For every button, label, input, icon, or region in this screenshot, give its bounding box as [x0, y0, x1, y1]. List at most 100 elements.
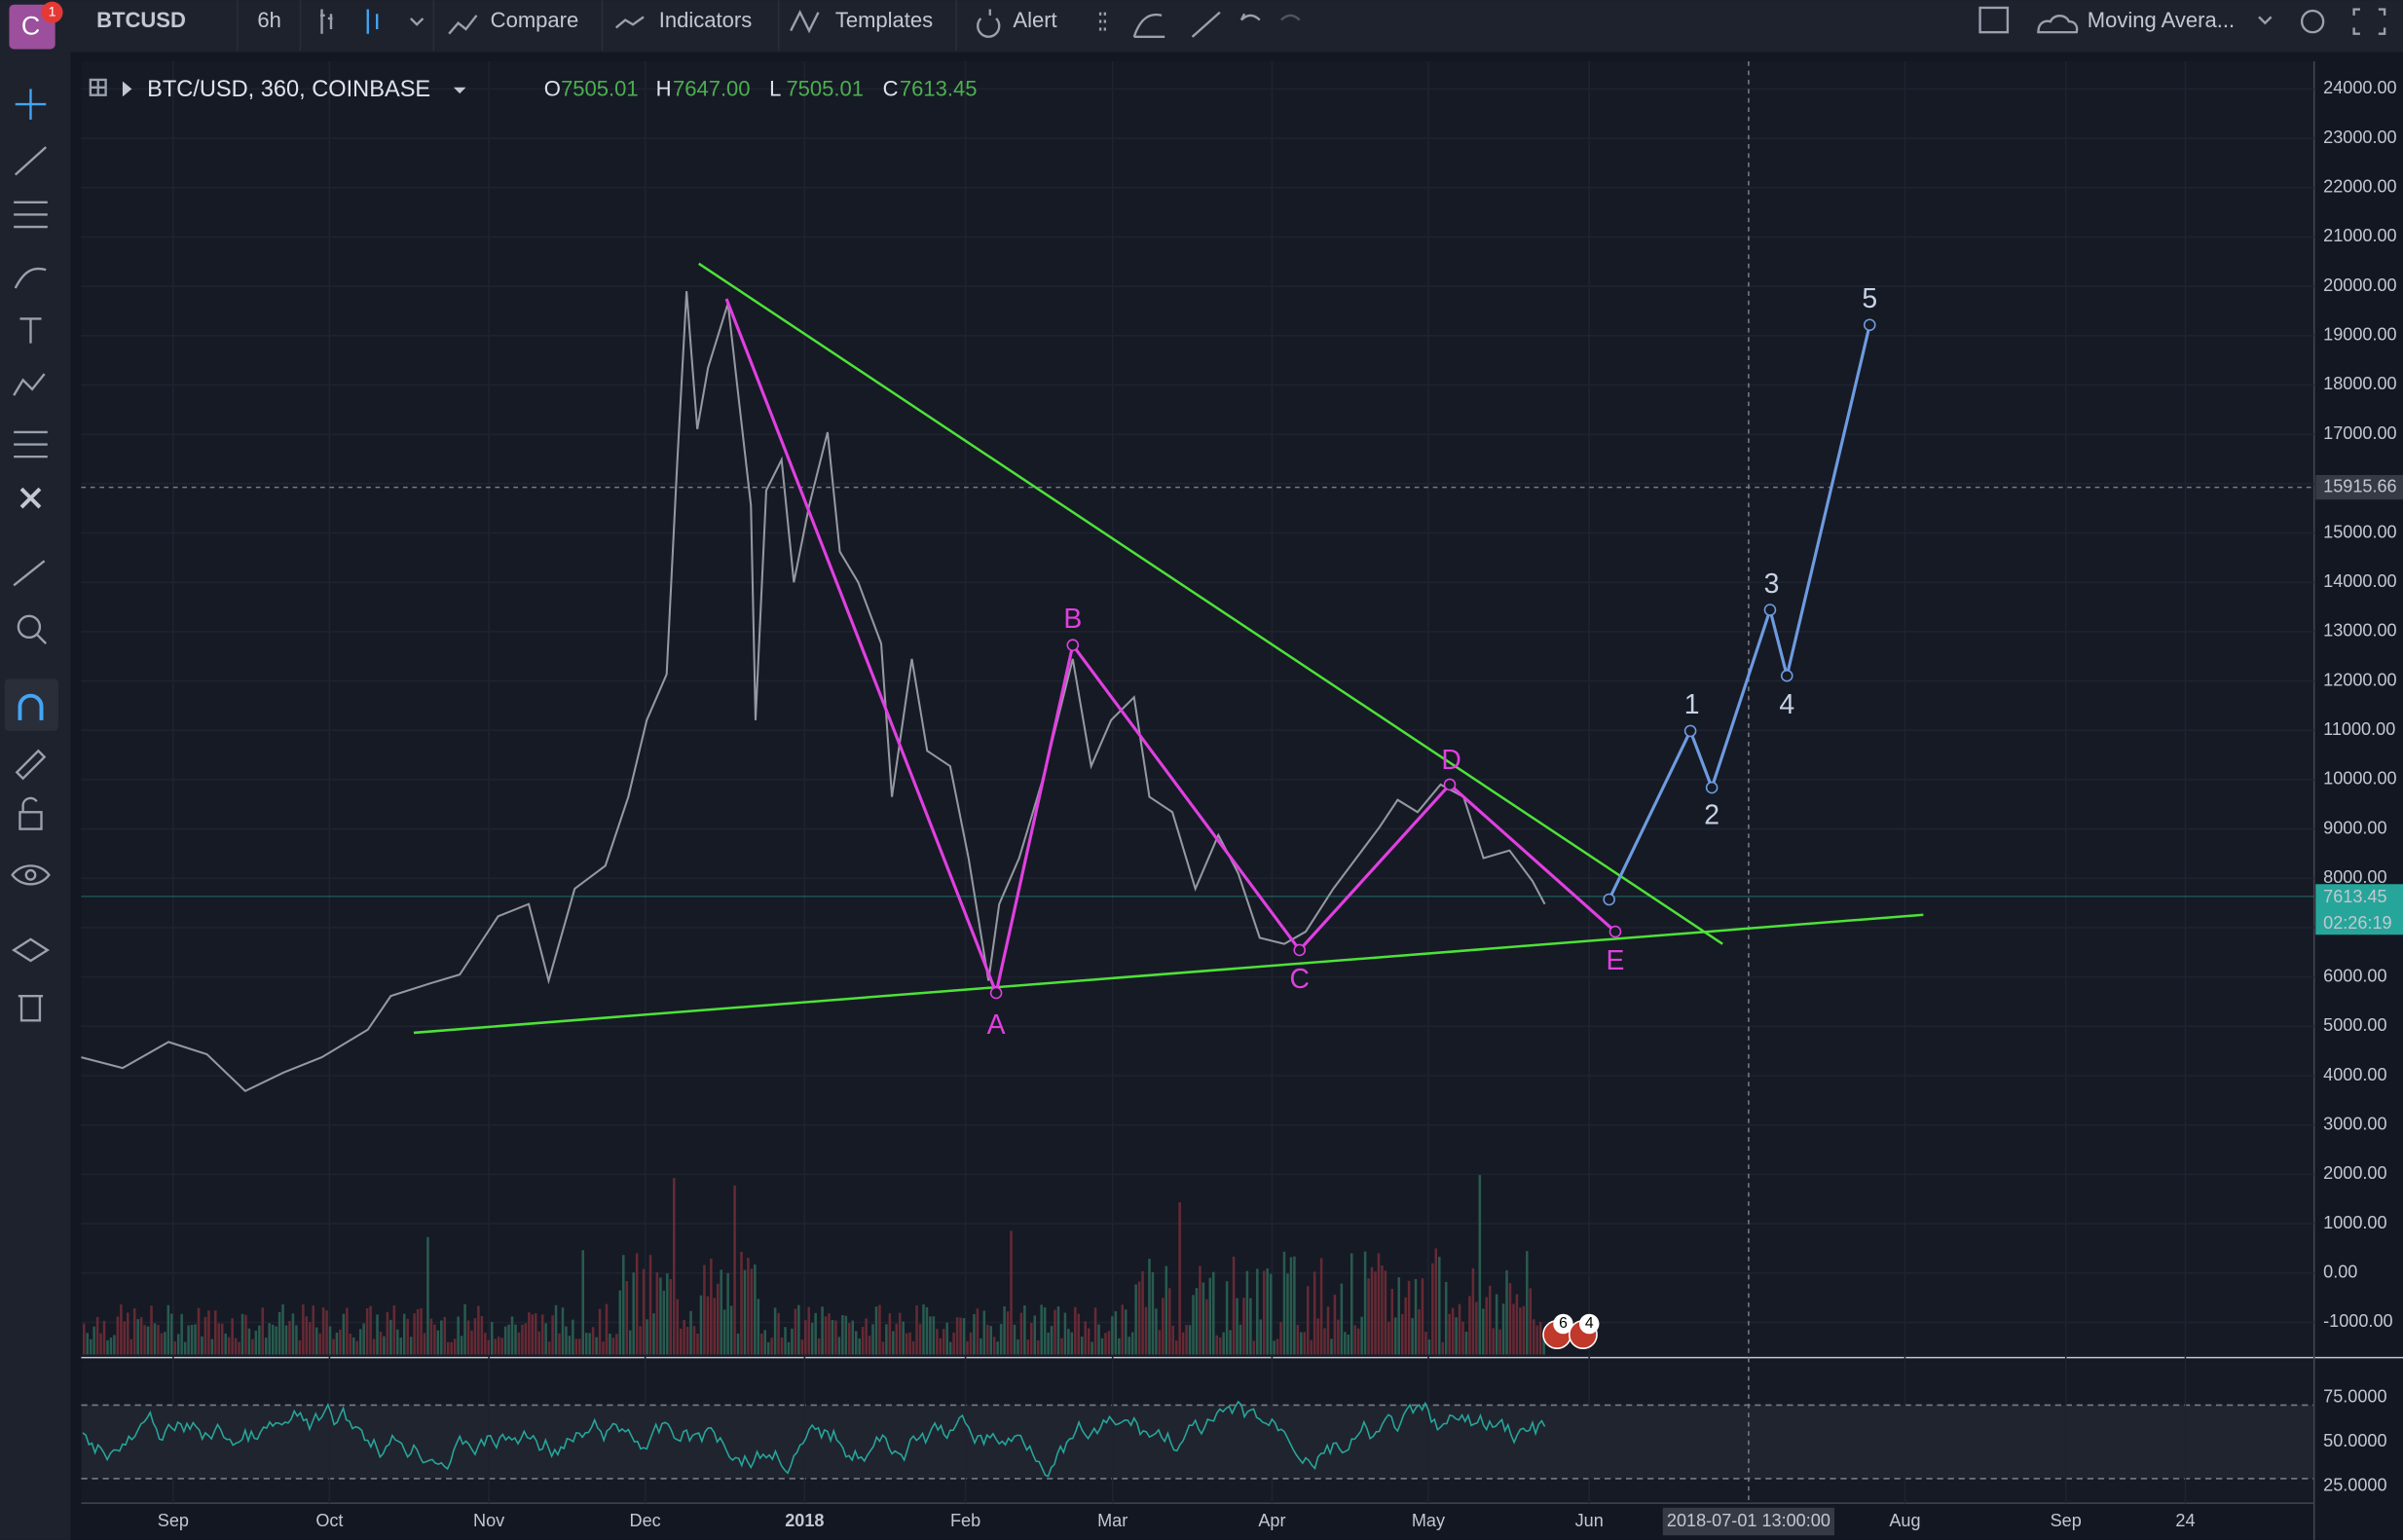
- volume-bar: [925, 1306, 929, 1355]
- volume-bar: [1397, 1277, 1400, 1355]
- volume-bar: [109, 1338, 113, 1355]
- dropdown-arrow[interactable]: [2258, 16, 2273, 25]
- crosshair-time: 2018-07-01 13:00:00: [1667, 1511, 1830, 1530]
- volume-bar: [986, 1324, 989, 1355]
- volume-bar: [598, 1308, 602, 1355]
- volume-bar: [939, 1338, 943, 1355]
- volume-bar: [365, 1307, 369, 1355]
- volume-bar: [460, 1336, 463, 1355]
- volume-bar: [1306, 1286, 1310, 1355]
- volume-bar: [618, 1290, 622, 1355]
- volume-bar: [942, 1329, 945, 1355]
- settings-button[interactable]: [2300, 9, 2325, 34]
- volume-bar: [1370, 1266, 1374, 1355]
- volume-bar: [766, 1341, 770, 1355]
- last-price: 7613.45: [2323, 887, 2386, 906]
- volume-bar: [834, 1320, 837, 1355]
- volume-bar: [1387, 1321, 1390, 1355]
- volume-bar: [446, 1341, 450, 1355]
- volume-bar: [420, 1307, 423, 1355]
- elliott-wave[interactable]: [1608, 324, 1871, 900]
- volume-bar: [1205, 1299, 1208, 1355]
- drawing-shortcuts[interactable]: [1098, 11, 1301, 39]
- tool-settings[interactable]: [11, 749, 51, 1022]
- volume-bar: [1222, 1332, 1225, 1355]
- crosshair-price-box: [2315, 475, 2403, 500]
- volume-bar: [1185, 1324, 1188, 1355]
- volume-bar: [1084, 1321, 1087, 1355]
- time-axis: Sep Oct Nov Dec 2018 Feb Mar Apr May Jun Aug Sep 24 2…: [158, 1507, 2196, 1536]
- toolbar-button[interactable]: Alert: [1013, 8, 1056, 32]
- volume-bar: [1286, 1273, 1289, 1355]
- volume-bar: [402, 1313, 406, 1355]
- toolbar-button[interactable]: Indicators: [659, 8, 752, 32]
- volume-bar: [291, 1313, 295, 1355]
- volume-bar: [662, 1290, 666, 1355]
- price-label: 2000.00: [2323, 1163, 2386, 1183]
- wave-label: 5: [1862, 283, 1877, 314]
- volume-bar: [992, 1337, 996, 1355]
- indicator-template[interactable]: Moving Avera...: [2088, 8, 2235, 32]
- interval[interactable]: 6h: [257, 8, 281, 32]
- volume-bar: [463, 1303, 466, 1355]
- volume-bar: [335, 1333, 339, 1355]
- legend-title[interactable]: BTC/USD, 360, COINBASE: [147, 77, 430, 102]
- volume-bar: [1279, 1322, 1282, 1355]
- triangle-label: D: [1441, 745, 1460, 776]
- volume-bar: [1461, 1321, 1464, 1355]
- toolbar-button[interactable]: Compare: [491, 8, 579, 32]
- volume-bar: [349, 1334, 352, 1355]
- volume-bar: [510, 1316, 514, 1355]
- volume-bar: [261, 1307, 265, 1355]
- volume-bar: [982, 1310, 986, 1355]
- triangle-label: E: [1607, 945, 1625, 976]
- price-label: 3000.00: [2323, 1114, 2386, 1133]
- volume-bar: [507, 1324, 510, 1355]
- volume-bar: [699, 1295, 703, 1355]
- volume-bar: [1434, 1248, 1438, 1355]
- triangle-label: A: [987, 1009, 1006, 1041]
- volume-bar: [1238, 1324, 1242, 1355]
- volume-bar: [521, 1324, 524, 1355]
- volume-bar: [1282, 1251, 1286, 1355]
- volume-bar: [1010, 1230, 1013, 1355]
- toolbar-button[interactable]: Templates: [835, 8, 933, 32]
- volume-bar: [490, 1321, 494, 1355]
- volume-bar: [1384, 1270, 1387, 1355]
- volume-bar: [720, 1269, 722, 1355]
- volume-bar: [143, 1325, 146, 1355]
- chart-style-icons[interactable]: [319, 9, 425, 34]
- volume-bar: [854, 1331, 858, 1355]
- volume-bar: [1512, 1303, 1515, 1355]
- layout-button[interactable]: [1978, 6, 2010, 34]
- triangle-abcde[interactable]: [724, 298, 1617, 999]
- legend-toggle[interactable]: [89, 78, 107, 96]
- volume-bar: [1427, 1339, 1431, 1355]
- volume-bar: [952, 1333, 955, 1355]
- volume-bar: [1326, 1306, 1330, 1355]
- volume-bar: [1515, 1294, 1519, 1355]
- price-label: 23000.00: [2323, 128, 2396, 147]
- volume-bar: [123, 1321, 127, 1355]
- drawing-tools[interactable]: [13, 89, 48, 644]
- wave-label: 1: [1684, 689, 1700, 720]
- volume-bar: [1356, 1328, 1360, 1355]
- volume-bar: [264, 1338, 268, 1355]
- time-label: Oct: [315, 1511, 343, 1530]
- symbol[interactable]: BTCUSD: [96, 8, 186, 32]
- volume-bar: [1030, 1322, 1033, 1355]
- magnet-active[interactable]: [4, 678, 58, 731]
- legend-arrow: [122, 81, 132, 97]
- lower-trendline[interactable]: [413, 913, 1924, 1035]
- legend-dropdown[interactable]: [453, 87, 466, 94]
- volume-bar: [1330, 1338, 1333, 1355]
- volume-bar: [1171, 1325, 1174, 1355]
- upper-trendline[interactable]: [698, 262, 1723, 945]
- volume-bar: [1077, 1313, 1081, 1355]
- volume-bar: [685, 1327, 689, 1355]
- volume-bar: [1070, 1332, 1074, 1355]
- fullscreen-button[interactable]: [2352, 8, 2386, 35]
- volume-bar: [908, 1332, 911, 1355]
- volume-bar: [1538, 1322, 1542, 1355]
- volume-bar: [679, 1328, 683, 1355]
